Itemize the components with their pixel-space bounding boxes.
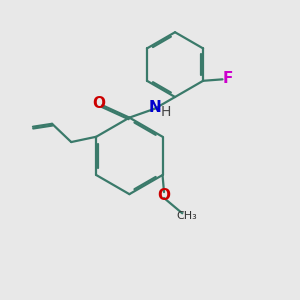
Text: O: O bbox=[158, 188, 170, 202]
Text: O: O bbox=[92, 96, 105, 111]
Text: H: H bbox=[160, 105, 171, 119]
Text: N: N bbox=[148, 100, 161, 115]
Text: CH₃: CH₃ bbox=[176, 211, 197, 221]
Text: F: F bbox=[222, 71, 233, 86]
